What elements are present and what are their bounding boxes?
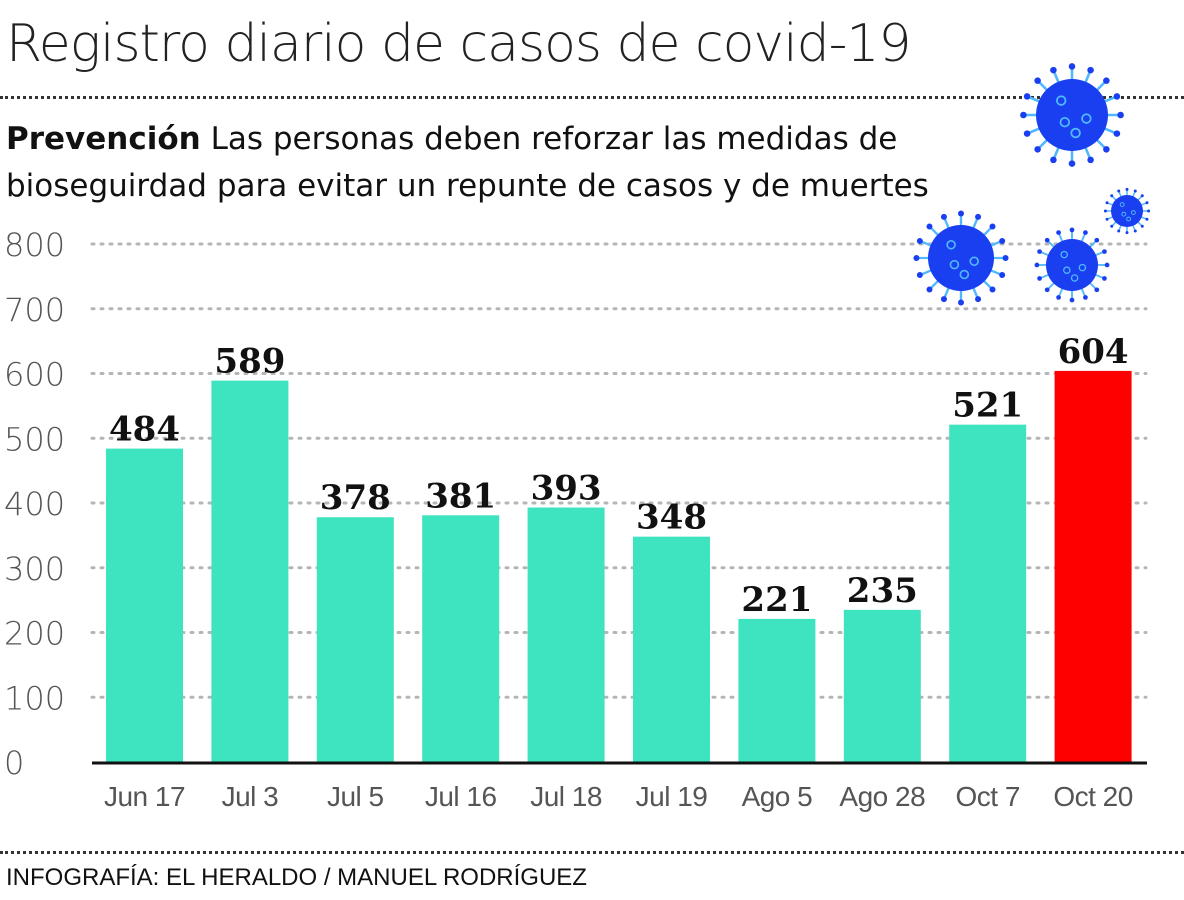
chart-subtitle: Prevención Las personas deben reforzar l… <box>6 116 1046 210</box>
chart-title: Registro diario de casos de covid-19 <box>6 14 912 74</box>
data-label: 221 <box>741 580 812 620</box>
footer-divider <box>0 851 1184 854</box>
data-label: 378 <box>320 478 391 518</box>
subtitle-bold: Prevención <box>6 121 201 157</box>
x-tick-label: Jul 19 <box>636 781 708 812</box>
bar <box>527 507 605 762</box>
bar <box>211 380 289 762</box>
bar <box>949 424 1027 762</box>
virus-icon <box>1034 227 1110 303</box>
bar <box>422 515 500 762</box>
x-tick-label: Oct 7 <box>955 781 1019 812</box>
y-tick-label: 400 <box>4 485 65 523</box>
bar <box>843 609 921 762</box>
bar <box>633 536 710 762</box>
y-tick-label: 800 <box>4 226 65 264</box>
y-tick-label: 300 <box>4 550 65 588</box>
x-tick-label: Jul 16 <box>425 781 497 812</box>
data-label: 348 <box>636 498 707 538</box>
y-tick-label: 700 <box>4 291 65 329</box>
x-tick-label: Ago 5 <box>742 781 813 812</box>
x-tick-label: Jul 18 <box>530 781 602 812</box>
credit: INFOGRAFÍA: EL HERALDO / MANUEL RODRÍGUE… <box>6 864 587 891</box>
x-tick-label: Jul 5 <box>327 781 384 812</box>
data-label: 393 <box>531 469 602 509</box>
bar <box>738 618 816 762</box>
bar <box>1054 370 1132 762</box>
virus-icon <box>913 210 1009 306</box>
x-tick-label: Jun 17 <box>104 781 185 812</box>
y-tick-label: 200 <box>4 615 65 653</box>
virus-icon <box>1103 187 1151 235</box>
data-label: 604 <box>1058 332 1129 372</box>
y-tick-label: 600 <box>4 356 65 394</box>
y-tick-label: 500 <box>4 420 65 458</box>
virus-icon <box>1020 63 1124 167</box>
y-tick-label: 100 <box>4 679 65 717</box>
data-label: 235 <box>847 571 918 611</box>
x-tick-label: Ago 28 <box>839 781 925 812</box>
title-divider <box>0 96 1184 99</box>
bar <box>106 448 183 762</box>
data-label: 381 <box>425 476 496 516</box>
data-label: 521 <box>952 386 1023 426</box>
data-label: 484 <box>109 410 180 450</box>
bar <box>316 517 394 762</box>
x-tick-label: Oct 20 <box>1053 781 1132 812</box>
y-tick-label: 0 <box>4 744 24 782</box>
x-tick-label: Jul 3 <box>222 781 279 812</box>
subtitle-text: Las personas deben reforzar las medidas … <box>6 121 929 204</box>
data-label: 589 <box>214 342 285 382</box>
